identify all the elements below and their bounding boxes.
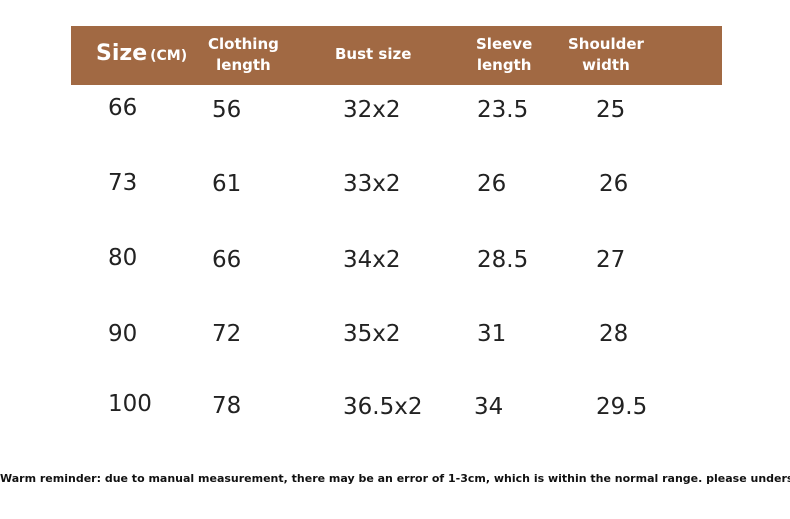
- cell-clothing-length: 72: [212, 321, 242, 347]
- cell-clothing-length: 66: [212, 247, 242, 273]
- cell-bust-size: 34x2: [343, 247, 401, 273]
- warm-reminder-note: Warm reminder: due to manual measurement…: [0, 472, 790, 485]
- cell-sleeve-length: 31: [477, 321, 507, 347]
- cell-clothing-length: 78: [212, 393, 242, 419]
- cell-size: 80: [108, 245, 138, 271]
- cell-bust-size: 32x2: [343, 97, 401, 123]
- cell-size: 90: [108, 321, 138, 347]
- header-size: Size (CM): [96, 39, 187, 71]
- cell-shoulder-width: 25: [596, 97, 626, 123]
- header-sleeve-length: Sleeve length: [476, 35, 533, 74]
- cell-size: 100: [108, 391, 152, 417]
- cell-shoulder-width: 27: [596, 247, 626, 273]
- header-size-unit: (CM): [150, 48, 188, 64]
- cell-size: 73: [108, 170, 138, 196]
- header-bust-size: Bust size: [335, 45, 412, 63]
- cell-shoulder-width: 29.5: [596, 394, 648, 420]
- header-clothing-length: Clothing length: [208, 35, 279, 74]
- table-header: Size (CM) Clothing length Bust size Sleev…: [71, 26, 722, 85]
- cell-size: 66: [108, 95, 138, 121]
- cell-bust-size: 35x2: [343, 321, 401, 347]
- header-shoulder-width: Shoulder width: [568, 35, 644, 74]
- cell-sleeve-length: 23.5: [477, 97, 529, 123]
- cell-clothing-length: 61: [212, 171, 242, 197]
- cell-shoulder-width: 28: [599, 321, 629, 347]
- cell-sleeve-length: 26: [477, 171, 507, 197]
- cell-clothing-length: 56: [212, 97, 242, 123]
- cell-sleeve-length: 28.5: [477, 247, 529, 273]
- cell-shoulder-width: 26: [599, 171, 629, 197]
- cell-bust-size: 36.5x2: [343, 394, 423, 420]
- cell-sleeve-length: 34: [474, 394, 504, 420]
- header-size-label: Size: [96, 41, 148, 66]
- cell-bust-size: 33x2: [343, 171, 401, 197]
